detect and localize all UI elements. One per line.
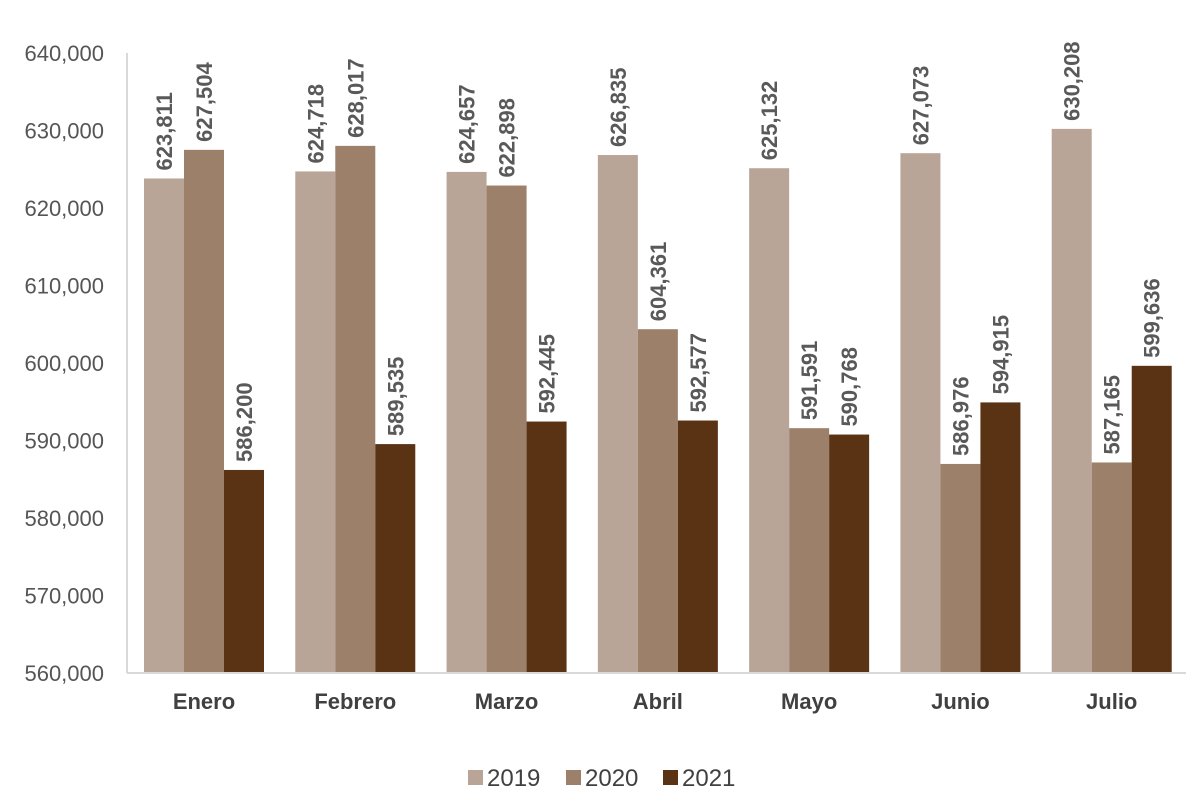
legend-swatch-2020 <box>566 770 581 785</box>
x-tick-label-junio: Junio <box>931 689 990 714</box>
data-label-2021-julio: 599,636 <box>1140 278 1165 358</box>
x-tick-label-marzo: Marzo <box>475 689 539 714</box>
y-tick-label: 640,000 <box>24 41 104 66</box>
bars <box>144 128 1172 674</box>
legend-swatch-2019 <box>468 770 483 785</box>
bar-2021-mayo <box>829 434 870 673</box>
bar-2020-junio <box>940 463 981 673</box>
data-label-2019-junio: 627,073 <box>908 66 933 146</box>
legend-label-2019: 2019 <box>487 765 540 790</box>
bar-2019-febrero <box>295 171 336 674</box>
y-axis-tick-labels: 560,000 570,000 580,000 590,000 600,000 610,0… <box>24 41 104 686</box>
data-label-2020-mayo: 591,591 <box>797 341 822 421</box>
data-label-2019-marzo: 624,657 <box>455 84 480 164</box>
x-axis-tick-labels: Enero Febrero Marzo Abril Mayo Junio Julio <box>173 689 1138 714</box>
bar-2021-junio <box>980 402 1021 673</box>
data-label-2020-marzo: 622,898 <box>495 98 520 178</box>
bar-2021-marzo <box>526 421 567 673</box>
y-tick-label: 560,000 <box>24 661 104 686</box>
x-tick-label-enero: Enero <box>173 689 235 714</box>
data-label-2020-abril: 604,361 <box>646 242 671 322</box>
bar-2019-junio <box>900 153 941 673</box>
y-tick-label: 610,000 <box>24 274 104 299</box>
data-label-2021-abril: 592,577 <box>686 333 711 413</box>
bar-2020-mayo <box>789 428 830 673</box>
data-label-2021-mayo: 590,768 <box>837 347 862 427</box>
y-tick-label: 600,000 <box>24 351 104 376</box>
bar-2020-marzo <box>486 185 527 673</box>
bar-2021-enero <box>224 469 264 673</box>
bar-2021-abril <box>677 420 718 673</box>
bar-2020-febrero <box>335 145 376 673</box>
legend-label-2021: 2021 <box>682 765 735 790</box>
data-label-2020-julio: 587,165 <box>1100 375 1125 455</box>
data-labels: 623,811 627,504 586,200 624,718 628,017 589,5… <box>152 41 1165 462</box>
y-tick-label: 580,000 <box>24 506 104 531</box>
bar-2020-enero <box>184 149 224 673</box>
data-label-2020-enero: 627,504 <box>192 62 217 142</box>
y-tick-label: 620,000 <box>24 196 104 221</box>
data-label-2019-julio: 630,208 <box>1060 41 1085 121</box>
data-label-2021-junio: 594,915 <box>988 315 1013 395</box>
bar-2019-mayo <box>749 168 790 674</box>
legend: 2019 2020 2021 <box>468 765 735 790</box>
data-label-2020-junio: 586,976 <box>948 376 973 456</box>
data-label-2020-febrero: 628,017 <box>343 58 368 138</box>
bar-2019-marzo <box>446 171 487 673</box>
bar-2019-abril <box>597 155 638 673</box>
data-label-2019-abril: 626,835 <box>606 67 631 147</box>
data-label-2019-enero: 623,811 <box>152 92 177 170</box>
legend-label-2020: 2020 <box>585 765 638 790</box>
bar-2019-enero <box>144 178 184 673</box>
bar-2021-julio <box>1131 365 1172 673</box>
y-tick-label: 590,000 <box>24 429 104 454</box>
x-tick-label-abril: Abril <box>633 689 683 714</box>
data-label-2021-enero: 586,200 <box>232 382 257 462</box>
data-label-2019-mayo: 625,132 <box>757 81 782 161</box>
x-tick-label-mayo: Mayo <box>781 689 837 714</box>
bar-2020-abril <box>637 329 678 673</box>
legend-swatch-2021 <box>663 770 678 785</box>
y-tick-label: 570,000 <box>24 584 104 609</box>
data-label-2021-febrero: 589,535 <box>383 357 408 437</box>
y-tick-label: 630,000 <box>24 119 104 144</box>
data-label-2021-marzo: 592,445 <box>535 334 560 414</box>
bar-2020-julio <box>1091 462 1132 673</box>
bar-2019-julio <box>1051 128 1092 673</box>
data-label-2019-febrero: 624,718 <box>303 84 328 164</box>
x-tick-label-febrero: Febrero <box>314 689 396 714</box>
x-tick-label-julio: Julio <box>1086 689 1137 714</box>
bar-2021-febrero <box>375 444 416 673</box>
